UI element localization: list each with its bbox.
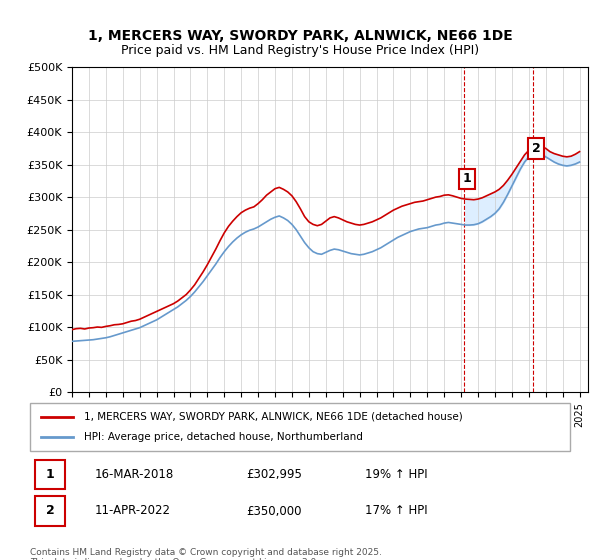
FancyBboxPatch shape xyxy=(35,460,65,489)
Text: 1, MERCERS WAY, SWORDY PARK, ALNWICK, NE66 1DE: 1, MERCERS WAY, SWORDY PARK, ALNWICK, NE… xyxy=(88,29,512,44)
Text: 2: 2 xyxy=(46,505,55,517)
Text: 17% ↑ HPI: 17% ↑ HPI xyxy=(365,505,427,517)
Text: 2: 2 xyxy=(532,142,540,155)
Text: Price paid vs. HM Land Registry's House Price Index (HPI): Price paid vs. HM Land Registry's House … xyxy=(121,44,479,57)
Text: 1: 1 xyxy=(463,172,472,185)
FancyBboxPatch shape xyxy=(35,496,65,526)
Text: 11-APR-2022: 11-APR-2022 xyxy=(95,505,171,517)
Text: 1, MERCERS WAY, SWORDY PARK, ALNWICK, NE66 1DE (detached house): 1, MERCERS WAY, SWORDY PARK, ALNWICK, NE… xyxy=(84,412,463,422)
Text: HPI: Average price, detached house, Northumberland: HPI: Average price, detached house, Nort… xyxy=(84,432,363,442)
Text: 16-MAR-2018: 16-MAR-2018 xyxy=(95,468,174,481)
Text: 1: 1 xyxy=(46,468,55,481)
Text: 19% ↑ HPI: 19% ↑ HPI xyxy=(365,468,427,481)
FancyBboxPatch shape xyxy=(30,403,570,451)
Text: £350,000: £350,000 xyxy=(246,505,302,517)
Text: £302,995: £302,995 xyxy=(246,468,302,481)
Text: Contains HM Land Registry data © Crown copyright and database right 2025.
This d: Contains HM Land Registry data © Crown c… xyxy=(30,548,382,560)
